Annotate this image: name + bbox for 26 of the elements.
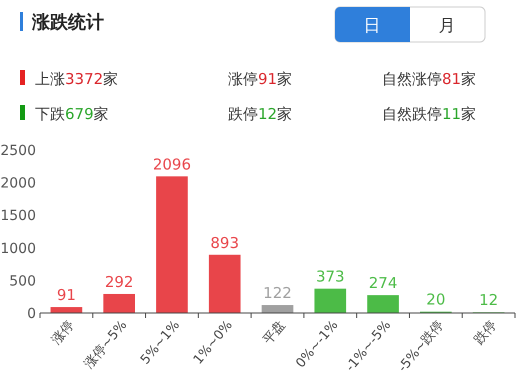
data-label: 20 [426,290,446,309]
y-tick-label: 0 [27,306,36,322]
chart-title: 涨跌统计 [31,12,104,33]
y-tick-label: 1000 [0,240,36,257]
text: 下跌679家 [35,105,109,123]
x-tick-label: 涨停 [49,318,78,348]
data-label: 2096 [152,155,192,174]
y-tick-label: 2500 [0,143,36,159]
data-label: 292 [104,272,134,291]
text: 涨停91家 [228,70,292,88]
data-label: 274 [368,274,398,292]
data-label: 373 [316,268,345,286]
y-tick-label: 1500 [0,208,36,224]
text: 跌停12家 [228,105,292,123]
data-label: 91 [56,286,76,304]
text: 自然涨停81家 [382,70,476,88]
x-tick-label: 跌停 [471,318,500,348]
data-label: 122 [263,284,292,302]
x-tick-label: 平盘 [260,318,289,348]
y-tick-label: 2000 [0,176,36,192]
data-label: 893 [210,234,240,252]
data-label: 12 [479,291,498,310]
day-month-toggle: 日 月 [334,6,486,42]
text: 上涨3372家 [35,70,118,88]
text: 自然跌停11家 [382,105,476,123]
y-tick-label: 500 [9,273,36,290]
